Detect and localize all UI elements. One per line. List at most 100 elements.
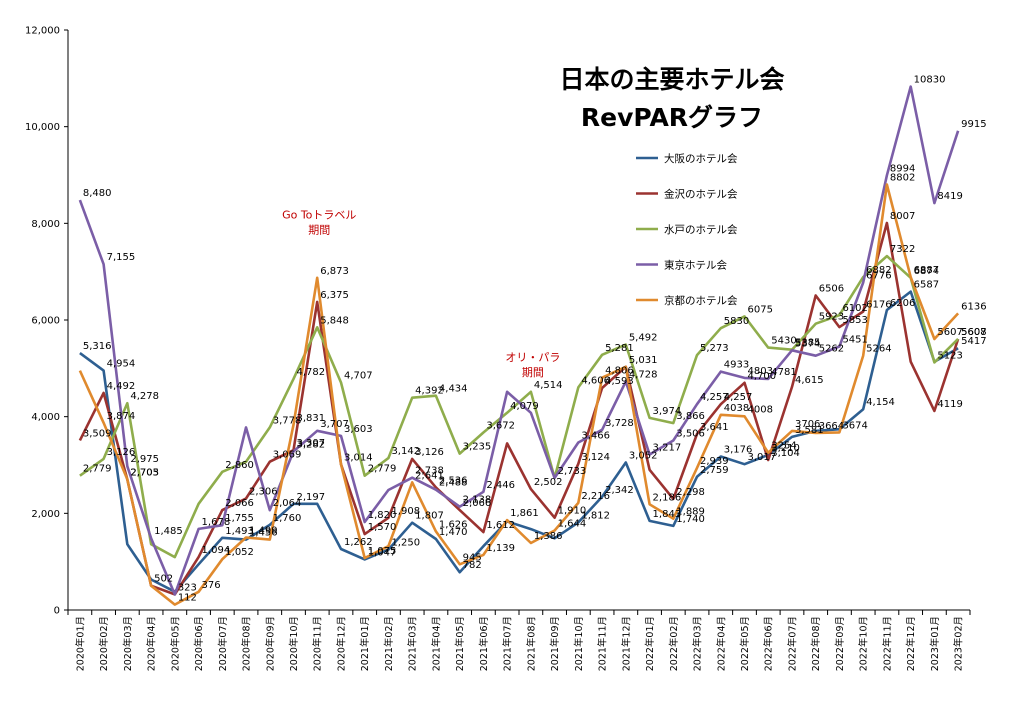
- series-line-3: [78, 85, 960, 596]
- data-label: 3,672: [486, 421, 515, 432]
- data-label: 3,104: [771, 448, 800, 459]
- x-tick-label: 2021年10月: [573, 616, 585, 671]
- data-label: 1,499: [249, 526, 278, 537]
- data-label: 9915: [961, 119, 986, 130]
- data-label: 5607: [961, 327, 986, 338]
- data-label: 112: [178, 593, 197, 604]
- data-label: 1,456: [249, 528, 278, 539]
- data-label: 3,014: [344, 452, 373, 463]
- legend-label: 金沢のホテル会: [664, 188, 738, 201]
- data-label: 4,954: [107, 359, 136, 370]
- x-tick-label: 2022年09月: [834, 616, 846, 671]
- data-label: 4,707: [344, 370, 373, 381]
- data-label: 4,806: [605, 366, 634, 377]
- data-label: 5923: [819, 312, 844, 323]
- y-tick-label: 10,000: [25, 122, 60, 133]
- data-label: 1,843: [653, 509, 682, 520]
- x-tick-label: 2022年04月: [715, 616, 727, 671]
- data-label: 1,678: [202, 517, 231, 528]
- data-label: 1,812: [581, 510, 610, 521]
- data-label: 1,493: [225, 526, 254, 537]
- data-label: 3,509: [83, 428, 112, 439]
- data-label: 2,342: [605, 485, 634, 496]
- data-label: 1,139: [486, 543, 515, 554]
- x-tick-label: 2021年06月: [478, 616, 490, 671]
- data-label: 3664: [819, 421, 844, 432]
- data-label: 3,581: [795, 425, 824, 436]
- data-label: 1,386: [534, 531, 563, 542]
- x-tick-label: 2022年03月: [692, 616, 704, 671]
- data-label: 1,908: [391, 506, 420, 517]
- data-label: 2,738: [415, 466, 444, 477]
- data-label: 3,282: [297, 439, 326, 450]
- data-label: 4,392: [415, 386, 444, 397]
- x-tick-label: 2021年12月: [620, 616, 632, 671]
- x-tick-label: 2022年06月: [763, 616, 775, 671]
- x-tick-label: 2021年11月: [597, 616, 609, 671]
- annotation-text: 期間: [522, 366, 544, 379]
- x-tick-label: 2020年02月: [98, 616, 110, 671]
- annotation-text: オリ・パラ: [505, 351, 560, 364]
- x-tick-label: 2021年09月: [549, 616, 561, 671]
- data-label: 4,278: [130, 391, 159, 402]
- data-label: 3,142: [391, 446, 420, 457]
- data-label: 3,466: [581, 430, 610, 441]
- data-label: 3,052: [629, 450, 658, 461]
- x-tick-label: 2022年01月: [644, 616, 656, 671]
- data-label: 5853: [842, 315, 867, 326]
- y-tick-label: 0: [54, 606, 60, 617]
- data-label: 1,755: [225, 513, 254, 524]
- data-label: 2,779: [83, 464, 112, 475]
- data-label: 6874: [914, 266, 939, 277]
- data-label: 3,831: [297, 413, 326, 424]
- data-label: 2,488: [439, 478, 468, 489]
- data-label: 2,759: [700, 465, 729, 476]
- series-line-4: [78, 183, 960, 606]
- data-label: 1,760: [273, 513, 302, 524]
- data-label: 6,873: [320, 266, 349, 277]
- data-label: 4933: [724, 360, 749, 371]
- data-label: 7322: [890, 244, 915, 255]
- series-lines: [78, 85, 960, 606]
- x-tick-label: 2022年10月: [858, 616, 870, 671]
- x-tick-label: 2022年12月: [905, 616, 917, 671]
- data-label: 2,860: [225, 460, 254, 471]
- data-label: 4,257: [724, 392, 753, 403]
- data-label: 3706: [795, 419, 820, 430]
- x-tick-label: 2021年01月: [359, 616, 371, 671]
- x-tick-label: 2020年03月: [122, 616, 134, 671]
- x-tick-label: 2021年03月: [407, 616, 419, 671]
- data-label: 782: [463, 560, 482, 571]
- data-label: 8994: [890, 163, 915, 174]
- data-label: 3,217: [653, 443, 682, 454]
- data-label: 6506: [819, 284, 844, 295]
- y-tick-label: 6,000: [31, 316, 60, 327]
- data-label: 4008: [748, 404, 773, 415]
- x-tick-label: 2022年08月: [810, 616, 822, 671]
- data-label: 5,316: [83, 341, 112, 352]
- data-label: 2,064: [273, 498, 302, 509]
- y-tick-label: 8,000: [31, 219, 60, 230]
- data-label: 5,281: [605, 343, 634, 354]
- y-tick-labels: 0 2,000 4,000 6,000 8,000 10,000 12,000: [25, 26, 68, 617]
- annotation-text: Go Toトラベル: [282, 209, 356, 222]
- data-label: 1,807: [415, 511, 444, 522]
- annotation-text: 期間: [308, 224, 330, 237]
- x-tick-label: 2020年05月: [169, 616, 181, 671]
- data-label: 4,782: [297, 367, 326, 378]
- data-label: 3,778: [273, 415, 302, 426]
- data-label: 2,197: [297, 492, 326, 503]
- data-label: 2,186: [653, 492, 682, 503]
- data-label: 3,124: [581, 452, 610, 463]
- x-tick-label: 2020年12月: [335, 616, 347, 671]
- data-label: 5608: [961, 327, 986, 338]
- data-label: 2,641: [415, 470, 444, 481]
- data-label: 6776: [866, 270, 891, 281]
- x-tick-label: 2021年02月: [383, 616, 395, 671]
- data-label: 5451: [842, 335, 867, 346]
- data-label: 5264: [866, 344, 891, 355]
- data-label: 6587: [914, 280, 939, 291]
- x-tick-label: 2020年10月: [288, 616, 300, 671]
- data-label: 8007: [890, 211, 915, 222]
